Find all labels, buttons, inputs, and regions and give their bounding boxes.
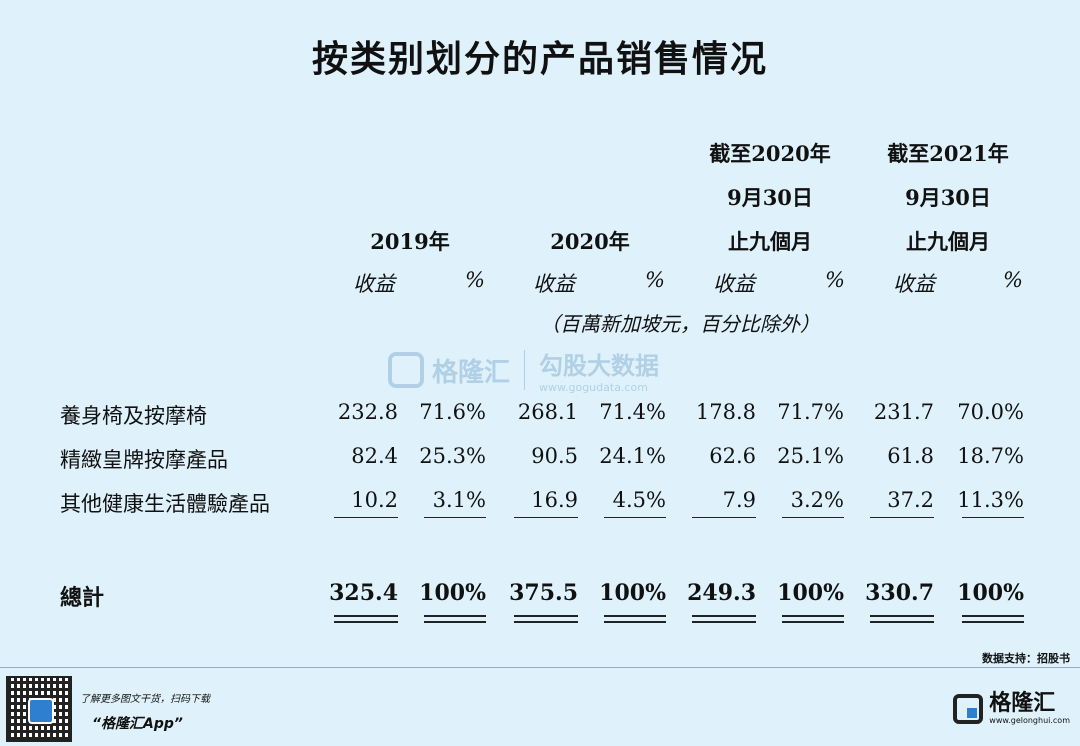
table-cell: 3.2% [790,488,844,512]
watermark-url: www.gogudata.com [539,381,648,394]
table-cell: 231.7 [873,400,934,424]
total-cell: 100% [419,580,486,606]
table-cell: 11.3% [957,488,1024,512]
subheader-revenue: 收益 [533,272,575,296]
data-source: 数据支持：招股书 [982,652,1070,665]
header-2020-9m-line1: 截至2020年 [709,141,831,166]
watermark-right-text: 勾股大数据 [539,352,660,380]
brand-name: 格隆汇 [989,691,1056,716]
unit-note: （百萬新加坡元，百分比除外） [540,312,820,336]
total-double-rule [604,615,666,623]
table-cell: 37.2 [887,488,934,512]
table-cell: 90.5 [531,444,578,468]
table-cell: 24.1% [599,444,666,468]
table-cell: 10.2 [351,488,398,512]
subheader-percent: % [645,268,665,292]
footer-app-name: “格隆汇App” [92,716,183,732]
subheader-revenue: 收益 [353,272,395,296]
table-cell: 178.8 [695,400,756,424]
subheader-revenue: 收益 [893,272,935,296]
total-double-rule [692,615,756,623]
table-cell: 71.4% [599,400,666,424]
subtotal-rule [782,517,844,518]
row-label: 精緻皇牌按摩產品 [60,448,228,472]
subtotal-rule [962,517,1024,518]
total-cell: 249.3 [687,580,756,606]
subheader-percent: % [825,268,845,292]
total-double-rule [334,615,398,623]
subheader-revenue: 收益 [713,272,755,296]
header-2019: 2019年 [370,229,450,254]
table-cell: 71.7% [777,400,844,424]
gelonghui-logo-icon [388,352,424,388]
header-2020-9m-line2: 9月30日 [727,185,813,210]
total-double-rule [962,615,1024,623]
table-cell: 25.3% [419,444,486,468]
total-label: 總計 [60,585,105,611]
watermark: 格隆汇 勾股大数据 www.gogudata.com [388,348,698,394]
total-double-rule [782,615,844,623]
table-cell: 70.0% [957,400,1024,424]
footer-divider [0,667,1080,668]
footer-download-text: 了解更多图文干货，扫码下载 [80,694,210,705]
table-cell: 4.5% [612,488,666,512]
table-cell: 16.9 [531,488,578,512]
subtotal-rule [604,517,666,518]
row-label: 其他健康生活體驗產品 [60,492,270,516]
subtotal-rule [870,517,934,518]
table-cell: 232.8 [337,400,398,424]
table-cell: 7.9 [722,488,756,512]
header-2020-9m-line3: 止九個月 [728,229,812,254]
header-2020: 2020年 [550,229,630,254]
total-cell: 325.4 [329,580,398,606]
total-double-rule [514,615,578,623]
total-cell: 100% [957,580,1024,606]
total-cell: 100% [777,580,844,606]
subheader-percent: % [465,268,485,292]
subtotal-rule [514,517,578,518]
brand-logo: 格隆汇 www.gelonghui.com [953,692,1070,725]
subtotal-rule [334,517,398,518]
table-cell: 71.6% [419,400,486,424]
header-2021-9m-line3: 止九個月 [906,229,990,254]
table-cell: 268.1 [517,400,578,424]
subheader-percent: % [1003,268,1023,292]
gelonghui-logo-icon [28,698,54,724]
subtotal-rule [424,517,486,518]
brand-url: www.gelonghui.com [989,716,1070,725]
table-cell: 3.1% [432,488,486,512]
table-cell: 82.4 [351,444,398,468]
header-2021-9m-line2: 9月30日 [905,185,991,210]
row-label: 養身椅及按摩椅 [60,404,207,428]
table-cell: 61.8 [887,444,934,468]
total-cell: 330.7 [865,580,934,606]
page-title: 按类别划分的产品销售情况 [311,39,768,80]
gelonghui-logo-icon [953,693,984,724]
table-cell: 18.7% [957,444,1024,468]
table-cell: 25.1% [777,444,844,468]
total-cell: 100% [599,580,666,606]
subtotal-rule [692,517,756,518]
header-2021-9m-line1: 截至2021年 [887,141,1009,166]
total-cell: 375.5 [509,580,578,606]
watermark-left-text: 格隆汇 [432,357,511,388]
total-double-rule [424,615,486,623]
table-cell: 62.6 [709,444,756,468]
total-double-rule [870,615,934,623]
